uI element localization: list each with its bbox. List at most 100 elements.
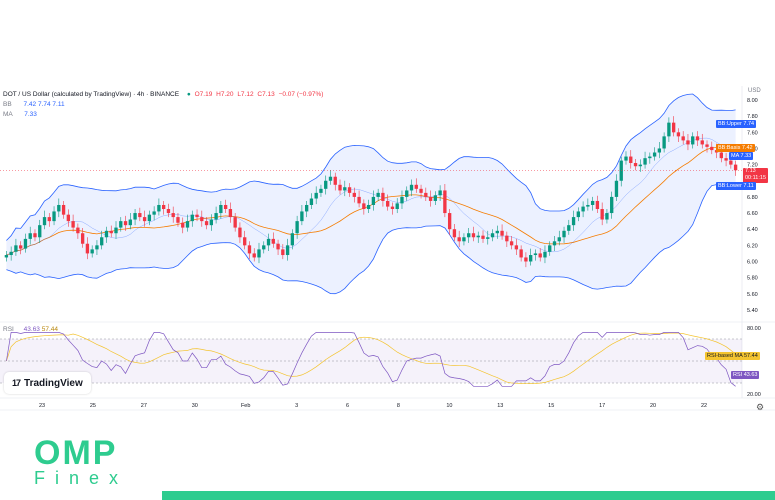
time-tick-label-10: 15 [548,403,554,409]
candle-body-120 [576,211,580,218]
candle-body-82 [395,203,399,210]
time-tick-label-5: 3 [295,403,298,409]
candle-body-58 [281,249,285,256]
price-tick-label-1: 7.80 [747,114,758,120]
candle-body-29 [142,217,147,222]
bb-lower-value: 7.11 [52,101,65,108]
candle-body-21 [104,230,109,238]
candle-body-57 [276,243,280,250]
candle-body-109 [524,257,528,262]
candle-body-48 [233,217,237,228]
candle-body-80 [386,200,390,207]
candle-body-116 [557,237,561,242]
bb-upper-line [6,93,736,241]
time-tick-label-12: 20 [650,403,656,409]
candle-body-24 [119,221,123,228]
candle-body-45 [219,204,223,214]
bb-basis-tag: BB:Basis 7.42 [716,144,755,152]
price-tick-label-13: 5.40 [747,308,758,314]
time-tick-label-7: 8 [397,403,400,409]
bb-basis-value: 7.42 [23,101,37,108]
time-tick-label-0: 23 [39,403,45,409]
rsi-ma-value: 57.44 [41,326,59,333]
candle-body-136 [652,152,657,157]
candle-body-121 [581,206,585,212]
bb-legend[interactable]: BB 7.42 7.74 7.11 [3,101,65,108]
candle-body-9 [47,217,51,222]
candle-body-25 [123,221,128,226]
tradingview-logo[interactable]: 17 TradingView [4,372,91,394]
candle-body-135 [648,156,652,159]
candle-body-17 [85,243,90,254]
candle-body-10 [52,211,56,222]
candle-body-123 [590,200,595,205]
candle-body-63 [304,204,309,212]
bb-basis-line [6,146,736,256]
candle-body-49 [238,227,242,238]
candle-body-30 [147,214,152,222]
candle-body-52 [252,253,256,258]
candle-body-148 [710,146,714,151]
candle-body-55 [266,238,271,246]
candle-body-6 [33,233,37,238]
candle-body-19 [95,245,99,250]
candle-body-111 [533,253,538,256]
symbol-title: DOT / US Dollar (calculated by TradingVi… [3,91,325,98]
candle-body-83 [400,196,404,204]
candle-body-0 [4,255,9,258]
time-tick-label-4: Feb [241,403,250,409]
candle-body-100 [481,235,485,239]
candle-body-101 [486,237,490,239]
candle-body-35 [171,213,175,218]
price-tick-label-2: 7.60 [747,130,758,136]
candle-body-74 [357,196,361,204]
candle-body-150 [719,152,723,159]
rsi-band-fill [0,339,742,383]
ma-label: MA [3,111,13,118]
candle-body-133 [638,164,642,167]
candle-body-13 [66,214,71,222]
candle-body-11 [57,204,61,212]
rsi-ma-tag: RSI-based MA 57.44 [705,352,760,360]
candle-body-16 [80,233,85,244]
candle-body-47 [228,209,233,218]
candle-body-70 [338,184,342,191]
candle-body-75 [362,203,366,210]
candle-body-62 [300,211,304,222]
candle-body-36 [176,217,180,223]
time-tick-label-1: 25 [90,403,96,409]
candle-body-152 [729,160,733,165]
rsi-line [6,332,736,387]
candle-body-144 [691,136,695,145]
candle-body-72 [347,187,352,193]
price-tick-label-8: 6.40 [747,227,758,233]
ma-legend[interactable]: MA 7.33 [3,111,37,118]
rsi-legend[interactable]: RSI 43.63 57.44 [3,326,58,333]
candle-body-87 [419,188,423,193]
candle-body-2 [14,245,18,252]
tradingview-mark-icon: 17 [12,378,21,388]
rsi-tag: RSI 43.63 [731,371,760,379]
time-tick-label-13: 22 [701,403,707,409]
candle-body-54 [262,245,266,250]
candle-body-131 [629,156,633,164]
ma-line [6,137,736,256]
price-tick-label-9: 6.20 [747,243,758,249]
ma-tag: MA 7.33 [729,152,754,160]
candle-body-119 [571,217,576,226]
candle-body-91 [438,190,442,196]
currency-label[interactable]: USD [748,88,761,94]
candle-body-117 [562,230,566,238]
candle-body-40 [195,214,199,218]
settings-gear-icon[interactable]: ⚙ [756,402,765,412]
candle-body-122 [586,204,590,207]
tradingview-logo-text: TradingView [24,377,83,389]
ohlc-close: C7.13 [257,91,275,98]
candle-body-104 [500,230,504,236]
price-tick-label-12: 5.60 [747,292,758,298]
candle-body-78 [376,192,380,197]
candle-body-77 [371,196,376,205]
bb-label: BB [3,101,12,108]
